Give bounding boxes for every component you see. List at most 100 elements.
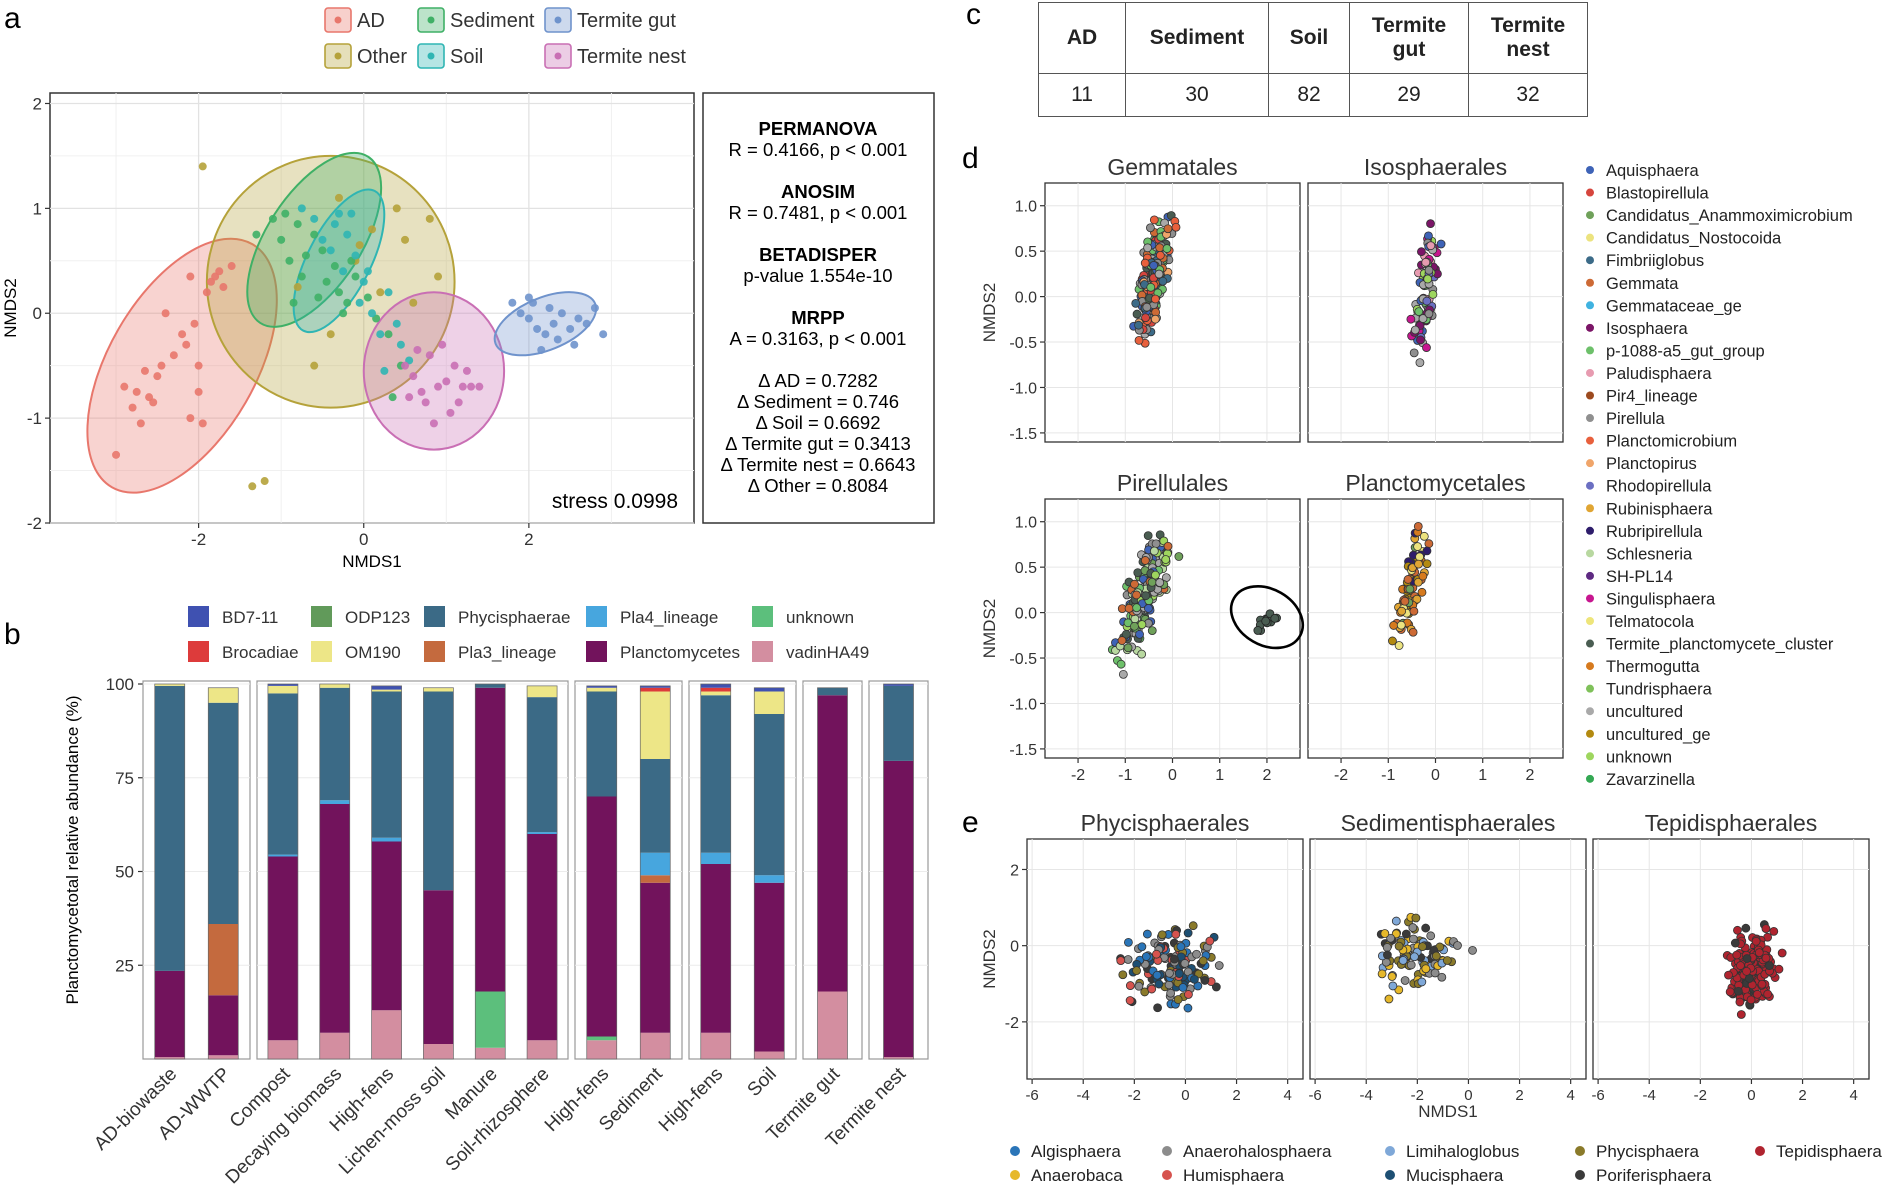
panel-a-nmds: AD Sediment Termite gut Other Soil Termite ne… [1,7,935,571]
e-point-1-28 [1437,972,1447,982]
d-point-2-137 [1174,552,1184,561]
table-header-sediment: Sediment [1125,2,1269,74]
stat-delta-ad: Δ AD = 0.7282 [758,370,878,391]
panel-a-stats-box [702,92,935,524]
e-ylabel: NMDS2 [980,929,999,989]
d-point-3-81 [1413,522,1423,531]
d-point-1-22 [1422,343,1431,352]
panel-d-faceted-scatter: Gemmatales 1.0 0.5 0.0 -0.5 -1.0 -1.5 NMDS2 Isos… [980,154,1853,789]
legend-label-candidatus-nostocoida: Candidatus_Nostocoida [1606,230,1782,248]
bar-high-fens-bd7-11 [586,685,617,688]
d-point-3-70 [1419,531,1429,541]
ellipse-termite-nest [362,291,506,451]
legend-label-tundrisphaera: Tundrisphaera [1606,681,1713,699]
d-ytick-2-1-0: -1.0 [1009,696,1037,713]
d-point-2-150 [1124,603,1134,613]
e-point-1-77 [1468,946,1477,955]
bar-termite-nest-phycisphaerae [883,685,914,761]
point-termite-gut-4 [533,324,542,333]
e-point-0-110 [1153,1003,1162,1013]
e-point-0-87 [1152,970,1162,980]
legend-label-sh-pl14: SH-PL14 [1606,568,1673,586]
e-point-2-160 [1765,961,1774,971]
table-value-row: 11 30 82 29 32 [1038,73,1588,117]
legend-key-planctomicrobium [1586,436,1594,445]
e-point-1-106 [1380,929,1390,938]
bar-decaying-biomass-pla4-lineage [319,800,350,804]
d-ytick-2-0-0: 0.0 [1015,606,1037,623]
bar-compost-pla4-lineage [267,854,298,857]
legend-key-unknown [752,606,773,627]
bar-high-fens-pla4-lineage [371,837,402,842]
point-sediment-20 [281,209,290,218]
d-point-2-115 [1151,539,1161,549]
e-point-0-49 [1166,988,1176,998]
legend-label-ad: AD [357,10,385,32]
point-sediment-1 [277,235,286,244]
e-point-0-95 [1141,952,1151,961]
e-point-1-84 [1417,977,1427,987]
bar-high-fens-vadinha49 [700,1032,731,1059]
legend-label-candidatus-anammoximicrobium: Candidatus_Anammoximicrobium [1606,207,1853,225]
legend-label-termite-gut: Termite gut [577,10,676,32]
bar-high-fens-om190 [586,687,617,692]
point-termite-gut-16 [524,293,533,302]
point-ad-25 [194,387,203,396]
d-point-0-256 [1142,302,1152,312]
table-value-ad: 11 [1038,73,1126,117]
d-point-0-254 [1154,269,1164,279]
d-point-0-251 [1143,243,1153,253]
point-soil-16 [334,209,343,218]
legend-label-blastopirellula: Blastopirellula [1606,185,1710,203]
point-soil-6 [343,230,352,239]
point-other-12 [409,298,418,307]
legend-label-soil: Soil [450,46,483,68]
legend-label-thermogutta: Thermogutta [1606,658,1700,676]
bar-high-fens-planctomycetes [371,841,402,1011]
bar-ad-biowaste-phycisphaerae [154,685,185,971]
d-point-3-65 [1408,627,1418,637]
legend-label-rubinisphaera: Rubinisphaera [1606,500,1713,518]
d-point-0-227 [1141,313,1150,323]
d-point-3-89 [1418,571,1428,581]
e-point-2-158 [1724,970,1733,980]
legend-key-candidatus-nostocoida [1586,233,1594,242]
point-sediment-0 [268,214,277,223]
bar-termite-gut-phycisphaerae [817,687,848,696]
d-point-3-69 [1413,542,1422,551]
e-point-0-139 [1157,930,1167,940]
d-point-1-71 [1416,335,1425,345]
e-xtick-0-4: -4 [1077,1087,1090,1104]
legend-label-zavarzinella: Zavarzinella [1606,771,1696,789]
d-ytick-0-0-5: -0.5 [1009,335,1037,352]
panel-c-sample-count-table: AD Sediment Soil Termite gut Termite nest … [1038,2,1588,117]
d-point-2-147 [1135,629,1144,639]
e-point-0-133 [1198,956,1208,966]
panel-a-ylabel: NMDS2 [1,278,20,338]
legend-label-unknown: unknown [786,608,854,627]
bar-sediment-pla3-lineage [640,875,671,883]
e-ytick-2: -2 [1005,1015,1019,1032]
table-header-ad: AD [1038,2,1126,74]
point-sediment-18 [314,293,323,302]
point-termite-nest-2 [417,387,426,396]
bar-manure-unknown [475,991,506,1048]
legend-key-tepidisphaera [1755,1146,1765,1156]
e-point-1-19 [1401,929,1411,939]
legend-key-odp123 [311,606,332,627]
point-soil-0 [297,204,306,213]
legend-label-gemmataceae-ge: Gemmataceae_ge [1606,297,1742,315]
panel-a-ytick-2: 2 [33,94,42,113]
e-point-0-66 [1184,990,1193,999]
bar-lichen-moss-soil-om190 [423,687,454,692]
point-termite-gut-0 [508,298,517,307]
legend-label-telmatocola: Telmatocola [1606,613,1695,631]
bar-high-fens-bd7-11 [371,685,402,690]
e-point-1-99 [1398,956,1408,965]
facet-title-pirellulales: Pirellulales [1117,470,1228,496]
e-point-1-104 [1382,950,1392,960]
point-soil-14 [396,340,405,349]
bar-soil-rhizosphere-pla4-lineage [527,832,558,834]
legend-label-phycisphaerae: Phycisphaerae [458,608,570,627]
legend-key-pirellula [1586,414,1594,423]
